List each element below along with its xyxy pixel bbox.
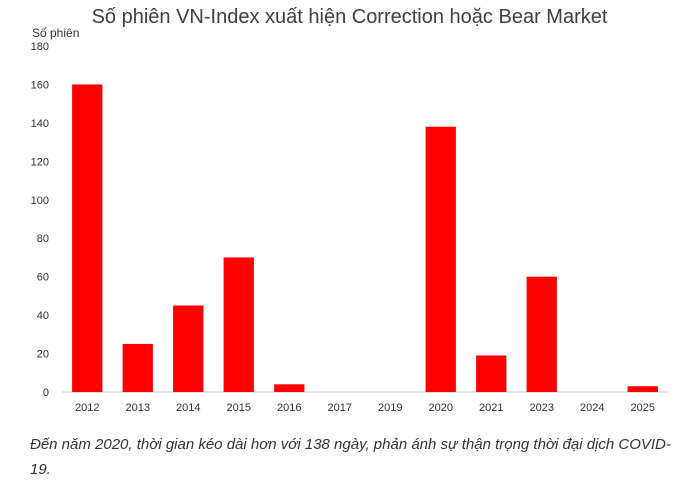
bar-2014 (173, 305, 204, 392)
x-tick-label: 2015 (227, 402, 251, 414)
y-tick-label: 80 (37, 233, 49, 245)
bar-2021 (476, 355, 507, 392)
x-tick-label: 2016 (277, 402, 301, 414)
bar-2023 (526, 276, 557, 392)
y-tick-label: 120 (31, 156, 49, 168)
y-tick-label: 140 (31, 118, 49, 130)
x-tick-label: 2025 (631, 402, 655, 414)
y-tick-label: 20 (37, 349, 49, 361)
x-tick-label: 2012 (75, 402, 99, 414)
bar-chart: Số phiên 0 20 40 60 80 100 120 140 160 180 2012 20… (31, 26, 668, 414)
x-tick-label: 2014 (176, 402, 200, 414)
bar-2016 (274, 384, 305, 392)
x-tick-label: 2021 (479, 402, 503, 414)
x-tick-label: 2019 (378, 402, 402, 414)
x-tick-label: 2013 (126, 402, 150, 414)
x-tick-label: 2017 (328, 402, 352, 414)
y-axis-label: Số phiên (32, 26, 79, 40)
bar-2015 (223, 257, 254, 392)
bar-2013 (122, 343, 153, 392)
y-tick-label: 60 (37, 272, 49, 284)
y-tick-label: 160 (31, 79, 49, 91)
y-tick-label: 180 (31, 41, 49, 53)
chart-title: Số phiên VN-Index xuất hiện Correction h… (91, 6, 608, 28)
y-tick-label: 100 (31, 195, 49, 207)
y-tick-label: 40 (37, 310, 49, 322)
x-tick-label: 2020 (429, 402, 453, 414)
x-tick-label: 2024 (580, 402, 604, 414)
x-tick-label: 2023 (530, 402, 554, 414)
bar-2020 (425, 126, 456, 392)
bar-2012 (72, 84, 103, 392)
figure-caption: Đến năm 2020, thời gian kéo dài hơn với … (30, 436, 671, 478)
y-tick-label: 0 (43, 387, 49, 399)
bar-2025 (627, 386, 658, 392)
